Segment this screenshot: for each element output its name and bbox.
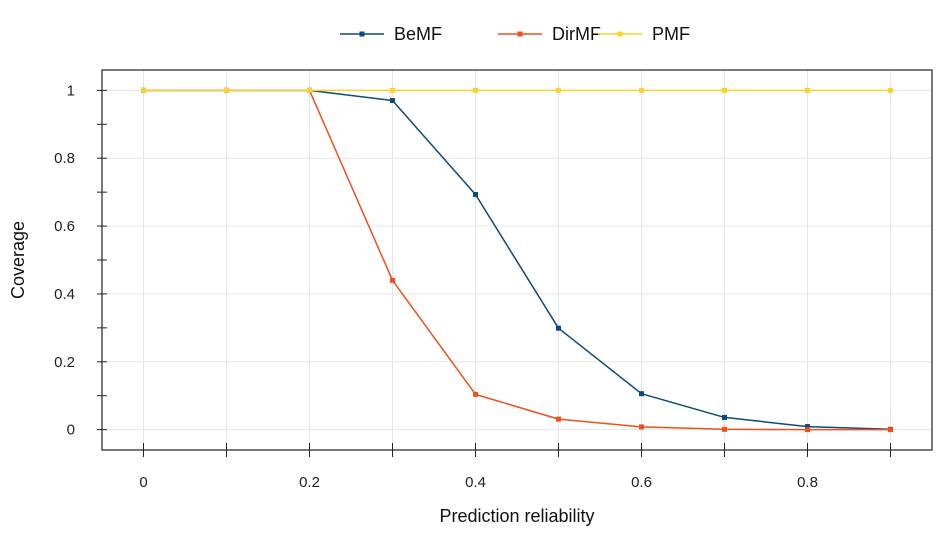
y-tick-label: 0.8 bbox=[54, 150, 75, 167]
x-tick-label: 0 bbox=[139, 474, 147, 491]
data-point-pmf bbox=[473, 87, 478, 93]
series-layer bbox=[141, 87, 893, 433]
legend-label-pmf: PMF bbox=[652, 24, 690, 44]
data-point-bemf bbox=[639, 391, 644, 397]
legend-label-dirmf: DirMF bbox=[552, 24, 601, 44]
axis-ticks: 0 0.2 0.4 0.6 0.8 0 0.2 0.4 0.6 0.8 1 bbox=[54, 82, 891, 491]
y-tick-label: 0.4 bbox=[54, 286, 75, 303]
data-point-bemf bbox=[473, 192, 478, 198]
data-point-dirmf bbox=[390, 277, 395, 283]
y-tick-label: 0.6 bbox=[54, 218, 75, 235]
legend-marker-bemf bbox=[359, 31, 365, 37]
data-point-dirmf bbox=[722, 426, 727, 432]
legend-marker-dirmf bbox=[517, 31, 523, 37]
x-axis-title: Prediction reliability bbox=[439, 506, 594, 526]
y-tick-label: 1 bbox=[67, 82, 75, 99]
data-point-dirmf bbox=[473, 391, 478, 397]
x-tick-label: 0.4 bbox=[465, 474, 486, 491]
y-tick-label: 0.2 bbox=[54, 354, 75, 371]
data-point-pmf bbox=[141, 87, 146, 93]
data-point-pmf bbox=[805, 87, 810, 93]
data-point-bemf bbox=[805, 424, 810, 430]
data-point-pmf bbox=[556, 87, 561, 93]
data-point-bemf bbox=[556, 325, 561, 331]
data-point-dirmf bbox=[556, 416, 561, 422]
legend-label-bemf: BeMF bbox=[394, 24, 442, 44]
legend-marker-pmf bbox=[617, 31, 623, 37]
data-point-bemf bbox=[390, 98, 395, 104]
data-point-dirmf bbox=[805, 427, 810, 433]
data-point-pmf bbox=[307, 87, 312, 93]
data-point-pmf bbox=[888, 87, 893, 93]
data-point-dirmf bbox=[639, 424, 644, 430]
x-tick-label: 0.6 bbox=[631, 474, 652, 491]
x-tick-label: 0.2 bbox=[299, 474, 320, 491]
grid bbox=[102, 70, 932, 450]
legend: BeMF DirMF PMF bbox=[340, 24, 690, 44]
y-tick-label: 0 bbox=[67, 422, 75, 439]
data-point-pmf bbox=[639, 87, 644, 93]
data-point-bemf bbox=[722, 414, 727, 420]
data-point-pmf bbox=[224, 87, 229, 93]
data-point-pmf bbox=[390, 87, 395, 93]
data-point-dirmf bbox=[888, 427, 893, 433]
series-line-bemf bbox=[143, 89, 891, 431]
y-axis-title: Coverage bbox=[8, 221, 28, 299]
data-point-pmf bbox=[722, 87, 727, 93]
x-tick-label: 0.8 bbox=[797, 474, 818, 491]
